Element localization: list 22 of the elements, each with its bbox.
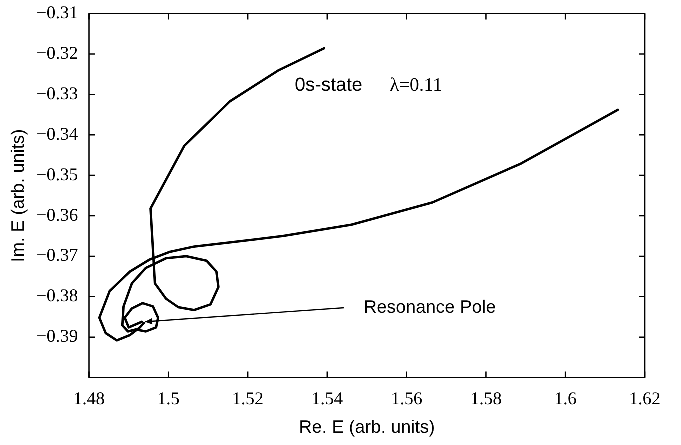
y-tick-label: −0.36	[36, 204, 78, 225]
y-tick-label: −0.31	[36, 2, 78, 23]
y-tick-label: −0.37	[36, 245, 78, 266]
y-tick-label: −0.33	[36, 83, 78, 104]
annotation: 0s-state	[295, 75, 363, 96]
y-tick-label: −0.38	[36, 286, 78, 306]
x-tick-label: 1.52	[232, 388, 264, 408]
x-tick-label: 1.48	[74, 388, 105, 408]
y-axis-title: Im. E (arb. units)	[8, 129, 28, 262]
x-tick-label: 1.58	[470, 388, 502, 408]
annotation: Resonance Pole	[364, 296, 496, 317]
y-tick-label: −0.39	[36, 326, 78, 346]
x-tick-label: 1.56	[391, 388, 423, 408]
y-tick-label: −0.34	[36, 124, 78, 144]
x-tick-label: 1.6	[554, 388, 577, 408]
x-tick-label: 1.54	[312, 388, 344, 408]
x-tick-label: 1.5	[157, 388, 180, 408]
x-axis-title: Re. E (arb. units)	[299, 417, 436, 438]
y-tick-label: −0.35	[36, 164, 78, 184]
x-tick-label: 1.62	[629, 388, 661, 408]
y-tick-label: −0.32	[36, 42, 78, 63]
annotation: λ=0.11	[390, 74, 442, 96]
